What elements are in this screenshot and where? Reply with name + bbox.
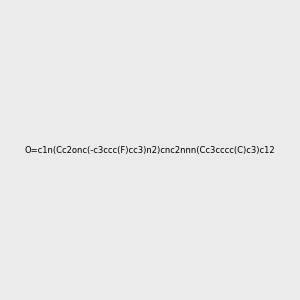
Text: O=c1n(Cc2onc(-c3ccc(F)cc3)n2)cnc2nnn(Cc3cccc(C)c3)c12: O=c1n(Cc2onc(-c3ccc(F)cc3)n2)cnc2nnn(Cc3… (25, 146, 275, 154)
